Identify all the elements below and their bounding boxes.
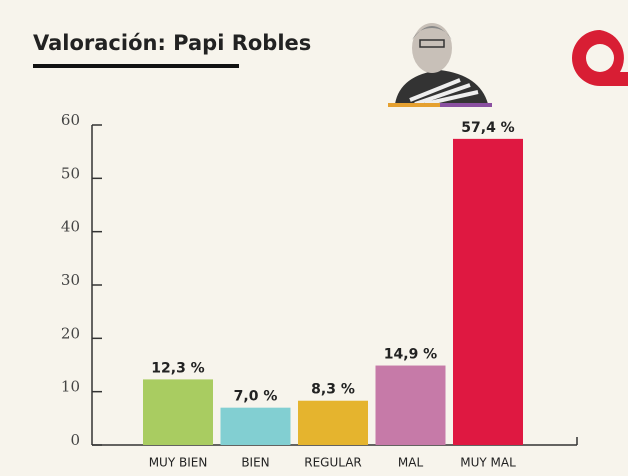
logo xyxy=(572,30,628,86)
title-underline xyxy=(33,64,239,68)
bar xyxy=(453,138,523,445)
portrait xyxy=(388,20,492,107)
bar xyxy=(220,407,291,445)
bar xyxy=(375,365,446,445)
y-tick-label: 50 xyxy=(61,164,80,182)
y-tick-label: 10 xyxy=(61,378,80,396)
x-tick-label: BIEN xyxy=(241,456,269,470)
y-tick-label: 30 xyxy=(61,271,80,289)
y-tick-label: 20 xyxy=(61,324,80,342)
bar xyxy=(298,400,368,445)
value-label: 14,9 % xyxy=(384,347,437,363)
bar xyxy=(143,379,213,445)
x-tick-label: REGULAR xyxy=(304,456,362,470)
value-label: 8,3 % xyxy=(311,382,355,398)
y-tick-label: 40 xyxy=(61,218,80,236)
value-label: 57,4 % xyxy=(461,120,514,136)
chart-title: Valoración: Papi Robles xyxy=(33,31,311,55)
x-tick-label: MAL xyxy=(398,456,424,470)
y-tick-label: 0 xyxy=(70,431,80,449)
value-label: 12,3 % xyxy=(151,360,204,376)
x-tick-label: MUY MAL xyxy=(460,456,516,470)
value-label: 7,0 % xyxy=(234,389,278,405)
y-tick-label: 60 xyxy=(61,111,80,129)
x-tick-label: MUY BIEN xyxy=(149,456,208,470)
